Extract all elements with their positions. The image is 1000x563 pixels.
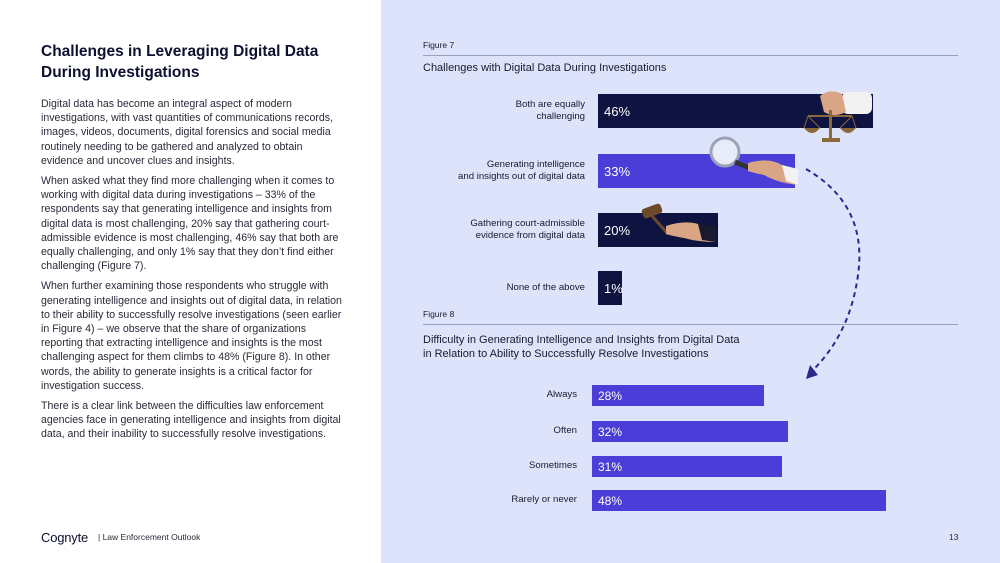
- figure-7-category-label: None of the above: [415, 282, 585, 295]
- figure-7-category-line: evidence from digital data: [475, 230, 585, 241]
- paragraph: There is a clear link between the diffic…: [41, 400, 341, 441]
- page-title: Challenges in Leveraging Digital Data Du…: [41, 43, 319, 81]
- figure-8-value-label: 48%: [598, 494, 623, 508]
- figure-7-category-line: None of the above: [506, 281, 585, 293]
- figure-8-category-label: Always: [546, 389, 577, 400]
- figure-7-category-line: Gathering court-admissible: [470, 217, 585, 229]
- magnifying-glass-icon: [709, 136, 798, 185]
- text-panel: Challenges in Leveraging Digital Data Du…: [0, 0, 381, 563]
- figure-8-bar: [592, 421, 788, 442]
- figure-7-category-label: Gathering court-admissible evidence from …: [415, 218, 585, 243]
- figure-7-value-label: 20%: [604, 223, 631, 238]
- figure-8-title-line: Difficulty in Generating Intelligence an…: [423, 334, 740, 346]
- cognyte-logo: Cognyte: [41, 530, 89, 545]
- figure-8-title: Difficulty in Generating Intelligence an…: [423, 333, 740, 361]
- footer-publication: | Law Enforcement Outlook: [98, 532, 201, 542]
- gavel-icon: [641, 203, 716, 242]
- page-number: 13: [949, 532, 959, 542]
- figure-7-category-label: Both are equally challenging: [415, 99, 585, 124]
- figure-8-value-label: 32%: [598, 425, 623, 439]
- figure-8-bar: [592, 456, 782, 477]
- figure-7-bar: [598, 271, 622, 305]
- figure-7-title: Challenges with Digital Data During Inve…: [423, 62, 667, 74]
- paragraph: Digital data has become an integral aspe…: [41, 98, 334, 167]
- figure-7-value-label: 46%: [604, 104, 631, 119]
- figure-8-label: Figure 8: [423, 309, 455, 319]
- figure-7-value-label: 33%: [604, 164, 631, 179]
- figure-8-category-label: Sometimes: [529, 460, 577, 471]
- paragraph: When further examining those respondents…: [41, 280, 342, 392]
- figure-8-category-label: Rarely or never: [511, 494, 577, 505]
- figure-7-category-line: challenging: [536, 111, 585, 122]
- figure-7-category-line: Both are equally: [515, 98, 585, 110]
- figure-8-value-label: 31%: [598, 460, 623, 474]
- figure-8-value-label: 28%: [598, 389, 623, 403]
- figure-8-bar: [592, 385, 764, 406]
- dashed-arrow-icon: [805, 168, 861, 379]
- figure-8-bar: [592, 490, 886, 511]
- figure-8-rule: [423, 324, 958, 325]
- figure-7-rule: [423, 55, 958, 56]
- figure-7-category-line: and insights out of digital data: [458, 171, 585, 182]
- figure-7-category-line: Generating intelligence: [486, 158, 585, 170]
- figure-7-category-label: Generating intelligence and insights out …: [415, 159, 585, 184]
- body-text: Digital data has become an integral aspe…: [41, 97, 346, 448]
- figure-7-value-label: 1%: [604, 281, 623, 296]
- figure-8-title-line: in Relation to Ability to Successfully R…: [423, 348, 709, 360]
- figure-7-label: Figure 7: [423, 40, 455, 50]
- figure-8-category-label: Often: [553, 425, 577, 436]
- scales-of-justice-icon: [803, 91, 872, 142]
- paragraph: When asked what they find more challengi…: [41, 175, 339, 273]
